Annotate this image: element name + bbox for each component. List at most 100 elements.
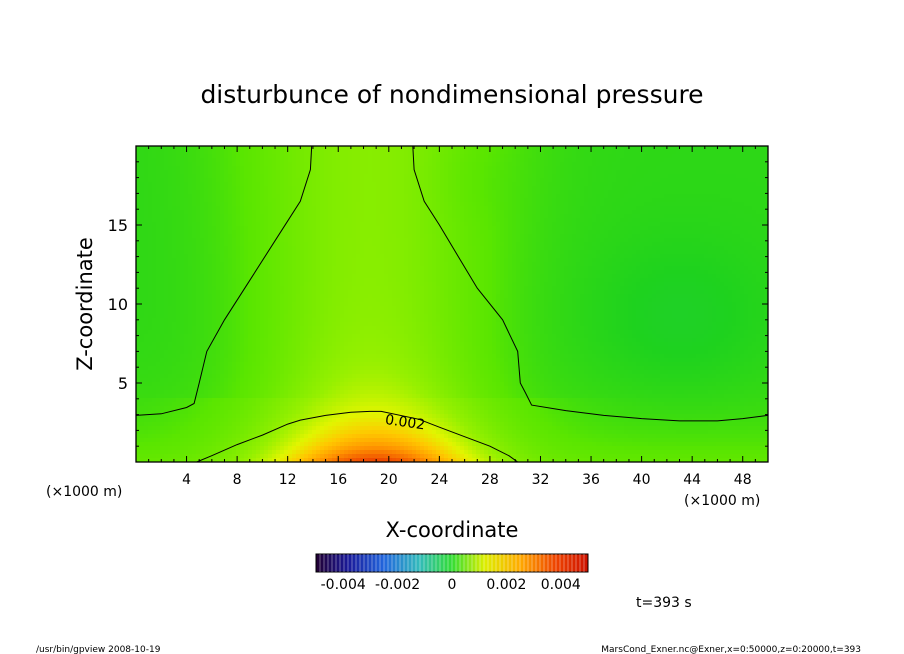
- heatmap-cell: [644, 206, 649, 211]
- heatmap-cell: [468, 234, 473, 239]
- heatmap-cell: [448, 270, 453, 275]
- heatmap-cell: [748, 154, 753, 159]
- heatmap-cell: [180, 158, 185, 163]
- heatmap-cell: [680, 150, 685, 155]
- heatmap-cell: [420, 254, 425, 259]
- heatmap-cell: [204, 234, 209, 239]
- heatmap-cell: [200, 162, 205, 167]
- heatmap-cell: [440, 230, 445, 235]
- heatmap-cell: [512, 158, 517, 163]
- heatmap-cell: [568, 242, 573, 247]
- heatmap-cell: [316, 222, 321, 227]
- heatmap-cell: [364, 222, 369, 227]
- heatmap-cell: [672, 170, 677, 175]
- heatmap-cell: [364, 262, 369, 267]
- heatmap-cell: [356, 250, 361, 255]
- heatmap-cell: [256, 186, 261, 191]
- heatmap-cell: [552, 174, 557, 179]
- heatmap-cell: [708, 186, 713, 191]
- heatmap-cell: [716, 218, 721, 223]
- heatmap-cell: [192, 198, 197, 203]
- heatmap-cell: [292, 250, 297, 255]
- heatmap-cell: [212, 230, 217, 235]
- heatmap-cell: [376, 258, 381, 263]
- heatmap-cell: [220, 182, 225, 187]
- heatmap-cell: [376, 214, 381, 219]
- heatmap-cell: [268, 230, 273, 235]
- heatmap-cell: [336, 258, 341, 263]
- heatmap-cell: [204, 206, 209, 211]
- heatmap-cell: [300, 166, 305, 171]
- heatmap-cell: [624, 214, 629, 219]
- heatmap-cell: [376, 226, 381, 231]
- heatmap-cell: [300, 210, 305, 215]
- heatmap-cell: [156, 242, 161, 247]
- heatmap-cell: [392, 198, 397, 203]
- heatmap-cell: [544, 210, 549, 215]
- heatmap-cell: [704, 202, 709, 207]
- heatmap-cell: [692, 190, 697, 195]
- heatmap-cell: [280, 198, 285, 203]
- heatmap-cell: [320, 198, 325, 203]
- heatmap-cell: [676, 198, 681, 203]
- heatmap-cell: [184, 250, 189, 255]
- heatmap-cell: [456, 262, 461, 267]
- heatmap-cell: [608, 174, 613, 179]
- heatmap-cell: [656, 182, 661, 187]
- heatmap-cell: [168, 270, 173, 275]
- heatmap-cell: [372, 226, 377, 231]
- heatmap-cell: [676, 174, 681, 179]
- heatmap-cell: [476, 182, 481, 187]
- heatmap-cell: [188, 254, 193, 259]
- heatmap-cell: [176, 238, 181, 243]
- heatmap-cell: [212, 182, 217, 187]
- heatmap-cell: [224, 166, 229, 171]
- heatmap-cell: [160, 210, 165, 215]
- heatmap-cell: [420, 246, 425, 251]
- heatmap-cell: [724, 222, 729, 227]
- heatmap-cell: [396, 146, 401, 151]
- heatmap-cell: [276, 258, 281, 263]
- heatmap-cell: [180, 210, 185, 215]
- heatmap-cell: [364, 178, 369, 183]
- heatmap-cell: [548, 230, 553, 235]
- heatmap-cell: [600, 262, 605, 267]
- heatmap-cell: [156, 254, 161, 259]
- heatmap-cell: [188, 146, 193, 151]
- heatmap-cell: [424, 194, 429, 199]
- heatmap-cell: [756, 214, 761, 219]
- heatmap-cell: [464, 238, 469, 243]
- heatmap-cell: [336, 158, 341, 163]
- heatmap-cell: [660, 186, 665, 191]
- heatmap-cell: [576, 174, 581, 179]
- heatmap-cell: [432, 202, 437, 207]
- heatmap-cell: [308, 242, 313, 247]
- heatmap-cell: [736, 218, 741, 223]
- heatmap-cell: [620, 198, 625, 203]
- heatmap-cell: [604, 250, 609, 255]
- heatmap-cell: [148, 162, 153, 167]
- heatmap-cell: [720, 238, 725, 243]
- heatmap-cell: [408, 190, 413, 195]
- heatmap-cell: [636, 258, 641, 263]
- heatmap-cell: [664, 250, 669, 255]
- heatmap-cell: [536, 238, 541, 243]
- heatmap-cell: [744, 162, 749, 167]
- heatmap-cell: [556, 202, 561, 207]
- heatmap-cell: [556, 146, 561, 151]
- heatmap-cell: [752, 166, 757, 171]
- heatmap-cell: [300, 222, 305, 227]
- heatmap-cell: [572, 218, 577, 223]
- heatmap-cell: [444, 162, 449, 167]
- heatmap-cell: [444, 186, 449, 191]
- heatmap-cell: [492, 210, 497, 215]
- heatmap-cell: [692, 166, 697, 171]
- heatmap-cell: [240, 238, 245, 243]
- heatmap-cell: [456, 270, 461, 275]
- heatmap-cell: [424, 238, 429, 243]
- heatmap-cell: [224, 210, 229, 215]
- heatmap-cell: [760, 182, 765, 187]
- heatmap-cell: [456, 162, 461, 167]
- heatmap-cell: [332, 154, 337, 159]
- heatmap-cell: [152, 234, 157, 239]
